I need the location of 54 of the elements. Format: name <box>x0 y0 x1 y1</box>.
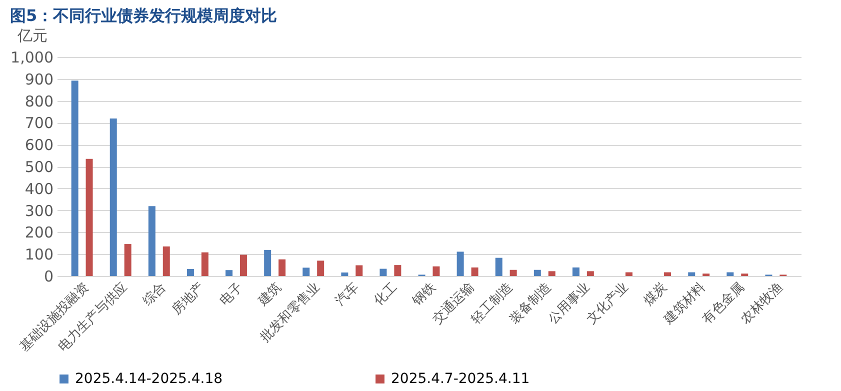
y-tick-label: 900 <box>24 70 54 88</box>
y-tick-label: 0 <box>44 268 54 286</box>
bar <box>226 270 233 276</box>
bar <box>186 268 194 276</box>
bar <box>302 268 310 276</box>
x-tick-label: 汽车 <box>332 280 362 309</box>
bar <box>71 80 78 276</box>
y-tick-label: 600 <box>24 136 54 154</box>
x-tick-label: 房地产 <box>168 279 208 318</box>
x-tick-label: 钢铁 <box>409 280 439 310</box>
bar <box>726 272 734 276</box>
bar <box>264 250 272 276</box>
bar <box>380 268 387 276</box>
bar <box>148 206 156 276</box>
bar <box>201 252 208 276</box>
x-tick-label: 建筑 <box>255 280 285 310</box>
x-tick-label: 电子 <box>217 280 246 309</box>
bar <box>341 272 348 276</box>
bar <box>586 271 594 276</box>
y-tick-label: 700 <box>24 114 54 132</box>
bar <box>356 265 363 276</box>
x-tick-label: 化工 <box>371 280 400 309</box>
bar <box>162 246 170 276</box>
bar <box>495 258 502 276</box>
y-axis-title: 亿元 <box>16 26 48 44</box>
chart-title: 图5：不同行业债券发行规模周度对比 <box>10 6 278 25</box>
bar <box>664 272 672 276</box>
y-tick-label: 500 <box>24 158 54 176</box>
bar <box>394 265 402 276</box>
bar <box>572 267 580 276</box>
x-tick-label: 综合 <box>140 280 170 309</box>
bar <box>625 272 632 276</box>
legend-label: 2025.4.7-2025.4.11 <box>391 371 530 387</box>
bar <box>432 266 440 276</box>
y-tick-label: 400 <box>24 180 54 198</box>
bar <box>688 272 696 276</box>
bar <box>110 118 117 276</box>
bar <box>124 244 132 276</box>
bar <box>278 259 286 276</box>
y-tick-label: 800 <box>24 92 54 110</box>
bar <box>548 271 556 276</box>
y-tick-label: 200 <box>24 224 54 242</box>
bar <box>86 158 93 276</box>
y-tick-label: 1,000 <box>10 48 54 66</box>
bar <box>317 260 324 276</box>
legend-label: 2025.4.14-2025.4.18 <box>75 371 223 387</box>
bar <box>471 267 478 276</box>
y-tick-label: 100 <box>24 246 54 264</box>
x-tick-label: 煤炭 <box>641 280 670 309</box>
bar <box>534 270 541 276</box>
y-tick-label: 300 <box>24 202 54 220</box>
bar <box>510 270 517 276</box>
bar <box>456 252 464 276</box>
bar <box>240 254 247 276</box>
